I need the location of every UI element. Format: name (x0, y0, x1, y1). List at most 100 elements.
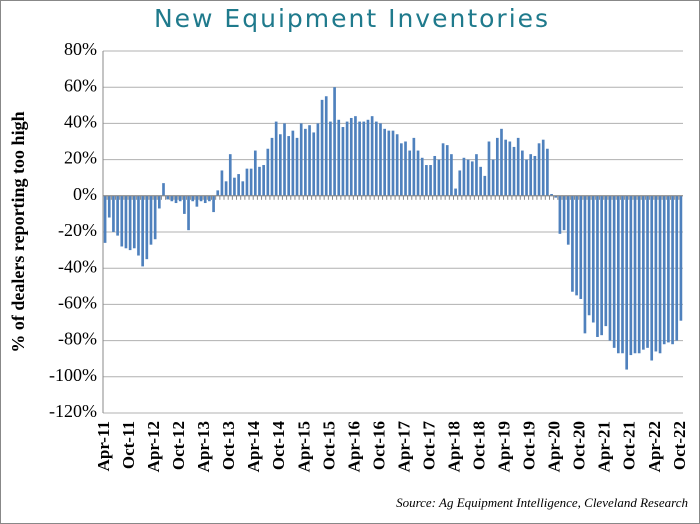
bar (612, 195, 616, 348)
x-tick-label: Apr-19 (495, 421, 514, 472)
x-tick-label: Apr-18 (444, 421, 463, 472)
bar (324, 96, 328, 196)
x-tick-label: Apr-16 (344, 421, 363, 472)
bar (629, 195, 633, 356)
bar (374, 121, 378, 196)
bar (341, 127, 345, 196)
bar (141, 195, 144, 267)
y-tick-label: -120% (49, 401, 97, 421)
bar (308, 125, 311, 196)
bar (671, 195, 674, 345)
bar (212, 195, 215, 213)
bar (153, 195, 157, 240)
bar (333, 87, 336, 196)
source-note: Source: Ag Equipment Intelligence, Cleve… (396, 495, 688, 510)
bar (208, 195, 211, 202)
bar (157, 195, 161, 209)
bar (450, 154, 453, 196)
bar (579, 195, 583, 299)
bar (279, 134, 282, 196)
bar (558, 195, 562, 234)
bar (216, 190, 220, 196)
bar (191, 195, 195, 202)
x-tick-label: Oct-22 (670, 421, 689, 470)
x-tick-label: Oct-12 (169, 421, 188, 470)
bar (358, 121, 361, 196)
x-tick-label: Apr-12 (144, 421, 163, 472)
bar (462, 157, 466, 196)
y-tick-label: -100% (49, 365, 97, 385)
bar (241, 181, 245, 196)
x-tick-label: Apr-15 (294, 421, 313, 472)
bar (642, 195, 645, 350)
bar (120, 195, 124, 247)
bar (587, 195, 591, 316)
bar (124, 195, 128, 249)
bar (420, 157, 424, 196)
bar (591, 195, 595, 323)
y-tick-label: -60% (58, 293, 97, 313)
bar (529, 154, 533, 196)
bar (274, 121, 278, 196)
bar (237, 174, 240, 196)
bar (166, 195, 170, 200)
bar (425, 165, 428, 196)
bar (337, 119, 341, 196)
bar (470, 161, 474, 196)
bar (291, 130, 295, 196)
bar (379, 123, 382, 196)
bar (270, 137, 274, 196)
x-tick-label: Apr-21 (595, 421, 614, 472)
bar (354, 116, 357, 196)
bar (249, 168, 253, 196)
bar (487, 141, 491, 196)
bar (187, 195, 190, 231)
bar (654, 195, 658, 352)
bar (116, 195, 119, 236)
bar (504, 139, 507, 196)
bar (174, 195, 178, 204)
bar (387, 130, 391, 196)
bar (616, 195, 620, 354)
y-tick-label: 0% (73, 184, 97, 204)
bar (370, 116, 374, 196)
bar (437, 159, 441, 196)
bar (637, 195, 641, 354)
x-tick-label: Oct-17 (419, 421, 438, 471)
bar (408, 150, 412, 196)
bar (412, 137, 416, 196)
bar (203, 195, 207, 204)
bar (349, 117, 353, 196)
bar (295, 137, 299, 196)
bar (258, 166, 261, 196)
bar (583, 195, 587, 334)
bar (170, 195, 174, 202)
bar (262, 165, 265, 196)
y-tick-label: 40% (64, 112, 97, 132)
x-tick-label: Oct-15 (319, 421, 338, 470)
bar (625, 195, 629, 370)
bar (233, 177, 236, 196)
bar (391, 130, 395, 196)
bar (287, 136, 291, 196)
bar (429, 165, 432, 196)
bar (537, 143, 541, 196)
bar (491, 159, 495, 196)
bar (575, 195, 578, 296)
bar (112, 195, 115, 232)
x-tick-label: Apr-17 (394, 421, 413, 473)
bar (103, 195, 107, 243)
bar (495, 137, 499, 196)
bar (400, 143, 403, 196)
bar (195, 195, 199, 207)
bar (253, 150, 257, 196)
x-tick-label: Oct-13 (219, 421, 238, 470)
bar (554, 195, 558, 198)
bar (458, 170, 462, 196)
x-tick-label: Oct-21 (620, 421, 639, 470)
bar (245, 168, 249, 196)
bar (445, 145, 449, 196)
bar (550, 193, 553, 196)
bar (220, 170, 224, 196)
